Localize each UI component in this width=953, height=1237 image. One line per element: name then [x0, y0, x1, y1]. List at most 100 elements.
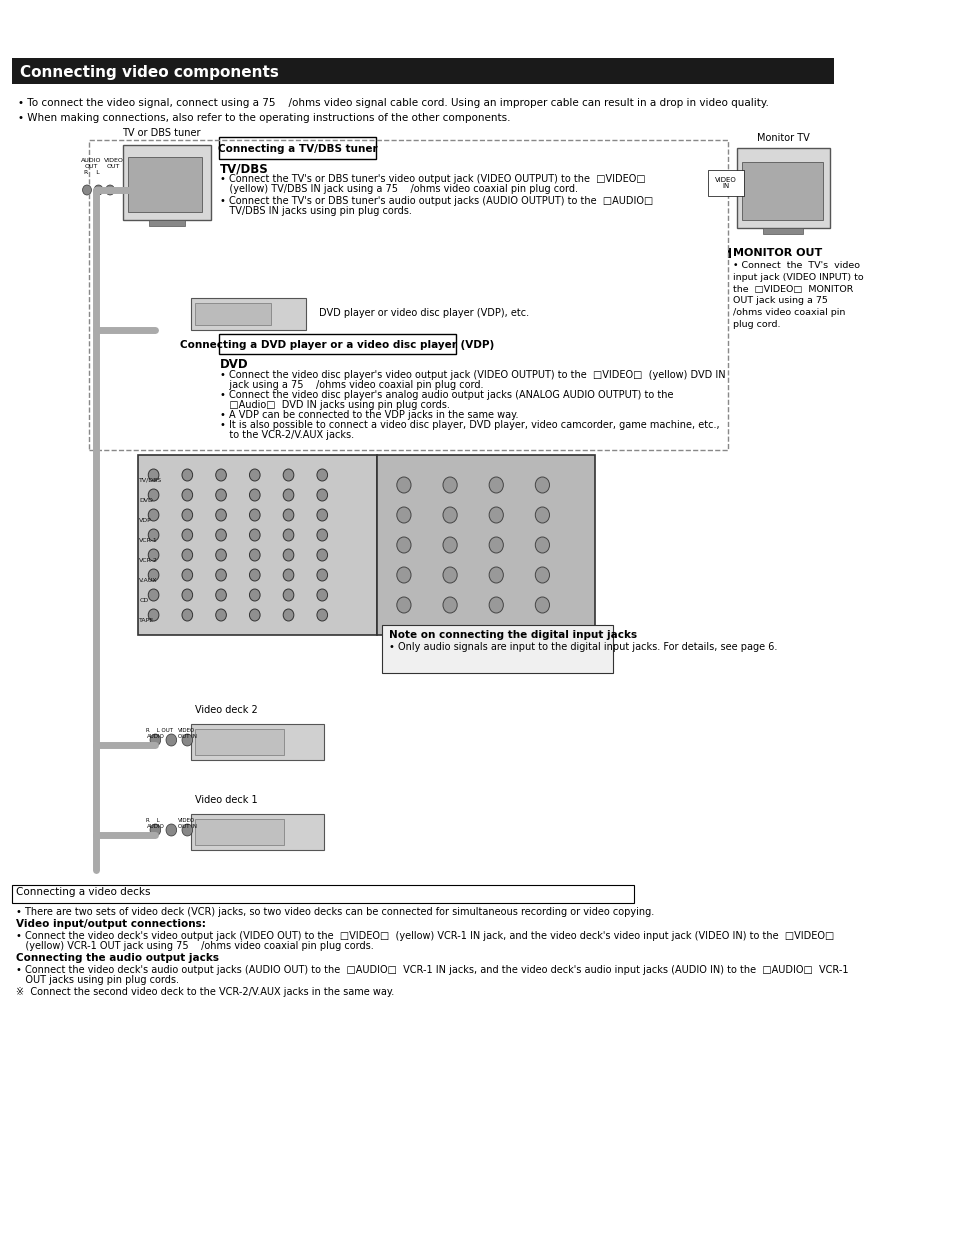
Bar	[191, 724, 324, 760]
Bar	[762, 228, 802, 234]
Circle shape	[182, 549, 193, 562]
Text: • Connect  the  TV's  video
input jack (VIDEO INPUT) to
the  □VIDEO□  MONITOR
OU: • Connect the TV's video input jack (VID…	[733, 261, 863, 329]
Text: TV/DBS: TV/DBS	[139, 477, 162, 482]
Text: Note on connecting the digital input jacks: Note on connecting the digital input jac…	[389, 630, 637, 640]
Bar	[149, 220, 185, 226]
Circle shape	[182, 824, 193, 836]
Circle shape	[283, 569, 294, 581]
Circle shape	[148, 469, 159, 481]
Text: • Connect the TV's or DBS tuner's audio output jacks (AUDIO OUTPUT) to the  □AUD: • Connect the TV's or DBS tuner's audio …	[220, 195, 653, 207]
Circle shape	[283, 508, 294, 521]
Circle shape	[148, 589, 159, 601]
Text: Monitor TV: Monitor TV	[756, 134, 808, 143]
Circle shape	[249, 529, 260, 541]
Text: • Connect the video disc player's video output jack (VIDEO OUTPUT) to the  □VIDE: • Connect the video disc player's video …	[220, 370, 725, 380]
Circle shape	[316, 469, 327, 481]
Circle shape	[249, 469, 260, 481]
Circle shape	[283, 489, 294, 501]
Bar	[12, 58, 834, 84]
Bar	[191, 814, 324, 850]
Text: • There are two sets of video deck (VCR) jacks, so two video decks can be connec: • There are two sets of video deck (VCR)…	[16, 907, 654, 917]
Bar	[0, 1179, 846, 1237]
Circle shape	[182, 609, 193, 621]
Text: (yellow) VCR-1 OUT jack using 75    /ohms video coaxial pin plug cords.: (yellow) VCR-1 OUT jack using 75 /ohms v…	[16, 941, 374, 951]
Text: • Connect the video disc player's analog audio output jacks (ANALOG AUDIO OUTPUT: • Connect the video disc player's analog…	[220, 390, 673, 400]
Circle shape	[150, 824, 160, 836]
Text: • Connect the TV's or DBS tuner's video output jack (VIDEO OUTPUT) to the  □VIDE: • Connect the TV's or DBS tuner's video …	[220, 174, 645, 184]
Circle shape	[316, 508, 327, 521]
Circle shape	[94, 186, 103, 195]
Text: VCR-2: VCR-2	[139, 558, 158, 563]
Circle shape	[182, 734, 193, 746]
Circle shape	[166, 734, 176, 746]
Circle shape	[249, 489, 260, 501]
Circle shape	[535, 507, 549, 523]
Circle shape	[396, 477, 411, 494]
Circle shape	[215, 489, 226, 501]
Circle shape	[182, 529, 193, 541]
Bar	[195, 303, 271, 325]
Text: OUT jacks using pin plug cords.: OUT jacks using pin plug cords.	[16, 975, 179, 985]
Bar	[122, 145, 211, 220]
Circle shape	[148, 609, 159, 621]
Text: Connecting a DVD player or a video disc player (VDP): Connecting a DVD player or a video disc …	[180, 340, 494, 350]
Bar	[12, 884, 633, 903]
Circle shape	[316, 549, 327, 562]
Text: CD: CD	[139, 597, 149, 602]
Circle shape	[182, 469, 193, 481]
Circle shape	[316, 609, 327, 621]
Circle shape	[215, 469, 226, 481]
Circle shape	[249, 589, 260, 601]
Text: MONITOR OUT: MONITOR OUT	[733, 247, 821, 259]
Bar	[195, 729, 284, 755]
Text: □Audio□  DVD IN jacks using pin plug cords.: □Audio□ DVD IN jacks using pin plug cord…	[220, 400, 450, 409]
Text: Video input/output connections:: Video input/output connections:	[16, 919, 206, 929]
Circle shape	[316, 569, 327, 581]
Circle shape	[283, 529, 294, 541]
Circle shape	[249, 569, 260, 581]
Bar	[376, 455, 594, 635]
FancyBboxPatch shape	[219, 137, 376, 160]
Text: • It is also possible to connect a video disc player, DVD player, video camcorde: • It is also possible to connect a video…	[220, 421, 719, 430]
Circle shape	[489, 597, 503, 614]
Text: VIDEO
OUT IN: VIDEO OUT IN	[177, 729, 196, 738]
Circle shape	[396, 567, 411, 583]
Text: V.AUX: V.AUX	[139, 578, 157, 583]
Text: Connecting a TV/DBS tuner: Connecting a TV/DBS tuner	[218, 143, 377, 153]
Text: VDP: VDP	[139, 517, 152, 522]
Circle shape	[316, 529, 327, 541]
Circle shape	[489, 477, 503, 494]
Text: Connecting a video decks: Connecting a video decks	[16, 887, 151, 897]
Text: • To connect the video signal, connect using a 75    /ohms video signal cable co: • To connect the video signal, connect u…	[18, 98, 768, 108]
Circle shape	[535, 597, 549, 614]
Circle shape	[535, 567, 549, 583]
Circle shape	[166, 824, 176, 836]
Circle shape	[489, 567, 503, 583]
Bar	[128, 157, 202, 212]
Text: TV/DBS: TV/DBS	[220, 162, 269, 174]
Circle shape	[148, 489, 159, 501]
Text: • Only audio signals are input to the digital input jacks. For details, see page: • Only audio signals are input to the di…	[389, 642, 777, 652]
Circle shape	[215, 589, 226, 601]
Circle shape	[215, 569, 226, 581]
Circle shape	[396, 537, 411, 553]
Bar	[736, 148, 829, 228]
Text: • When making connections, also refer to the operating instructions of the other: • When making connections, also refer to…	[18, 113, 510, 122]
Text: R    L
AUDIO: R L AUDIO	[147, 818, 164, 829]
Circle shape	[396, 507, 411, 523]
Circle shape	[215, 508, 226, 521]
Circle shape	[249, 508, 260, 521]
Bar	[741, 162, 822, 220]
Text: VIDEO
OUT IN: VIDEO OUT IN	[177, 818, 196, 829]
Circle shape	[148, 529, 159, 541]
FancyBboxPatch shape	[219, 334, 456, 354]
Text: • Connect the video deck's video output jack (VIDEO OUT) to the  □VIDEO□  (yello: • Connect the video deck's video output …	[16, 931, 833, 941]
Circle shape	[215, 549, 226, 562]
Circle shape	[215, 609, 226, 621]
Text: TV/DBS IN jacks using pin plug cords.: TV/DBS IN jacks using pin plug cords.	[220, 207, 412, 216]
Circle shape	[106, 186, 114, 195]
Text: VCR-1: VCR-1	[139, 538, 158, 543]
Text: • A VDP can be connected to the VDP jacks in the same way.: • A VDP can be connected to the VDP jack…	[220, 409, 518, 421]
Bar	[381, 625, 612, 673]
Circle shape	[442, 567, 456, 583]
